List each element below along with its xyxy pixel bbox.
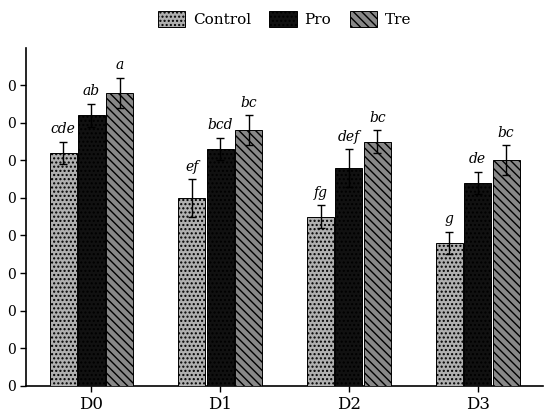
Text: fg: fg	[314, 186, 328, 200]
Bar	[436, 243, 463, 386]
Bar	[207, 149, 234, 386]
Bar	[464, 183, 491, 386]
Bar	[307, 217, 334, 386]
Text: ef: ef	[185, 160, 199, 173]
Bar	[336, 168, 362, 386]
Bar	[106, 93, 133, 386]
Text: bc: bc	[240, 96, 257, 110]
Text: de: de	[469, 152, 486, 166]
Text: def: def	[338, 129, 360, 144]
Bar	[492, 160, 520, 386]
Legend: Control, Pro, Tre: Control, Pro, Tre	[152, 5, 417, 33]
Text: ab: ab	[83, 84, 100, 98]
Bar	[178, 198, 205, 386]
Text: bcd: bcd	[207, 118, 233, 132]
Text: g: g	[445, 212, 454, 226]
Text: bc: bc	[498, 126, 514, 140]
Text: bc: bc	[369, 111, 386, 125]
Text: cde: cde	[51, 122, 75, 136]
Text: a: a	[116, 58, 124, 72]
Bar	[364, 142, 391, 386]
Bar	[78, 116, 105, 386]
Bar	[50, 153, 76, 386]
Bar	[235, 130, 262, 386]
